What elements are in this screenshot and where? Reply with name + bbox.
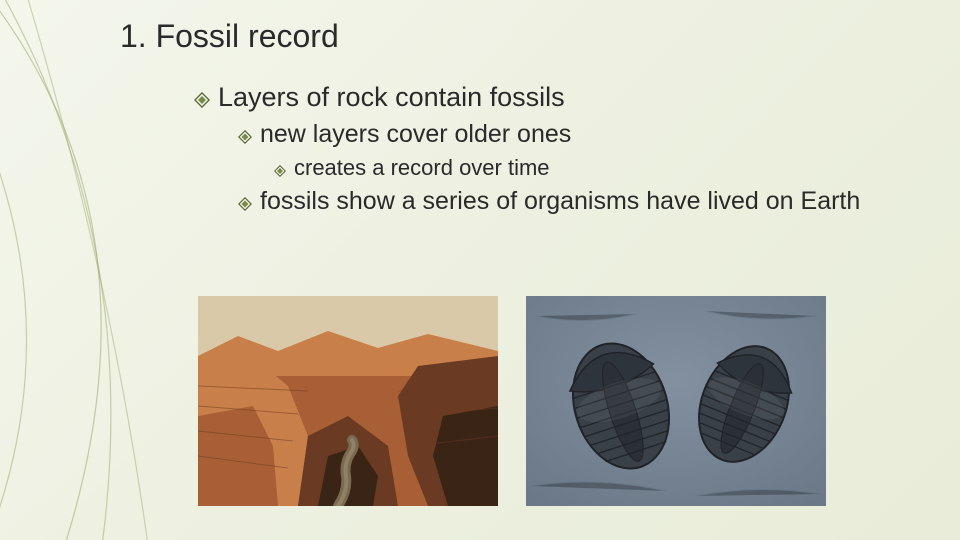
bullet-text: creates a record over time bbox=[294, 154, 940, 182]
diamond-bullet-icon bbox=[194, 92, 210, 108]
trilobite-image bbox=[526, 296, 826, 506]
bullet-text: new layers cover older ones bbox=[260, 119, 940, 150]
canyon-svg bbox=[198, 296, 498, 506]
diamond-bullet-icon bbox=[238, 130, 252, 144]
bullet-level1: Layers of rock contain fossils bbox=[194, 81, 940, 115]
canyon-image bbox=[198, 296, 498, 506]
trilobite-svg bbox=[526, 296, 826, 506]
image-row bbox=[198, 296, 826, 506]
slide-content: 1. Fossil record Layers of rock contain … bbox=[120, 18, 940, 221]
bullet-level2: new layers cover older ones bbox=[238, 119, 940, 150]
slide-title: 1. Fossil record bbox=[120, 18, 940, 55]
bullet-level3: creates a record over time bbox=[274, 154, 940, 182]
bullet-text: Layers of rock contain fossils bbox=[218, 81, 940, 115]
diamond-bullet-icon bbox=[274, 165, 286, 177]
bullet-text: fossils show a series of organisms have … bbox=[260, 186, 940, 217]
diamond-bullet-icon bbox=[238, 197, 252, 211]
bullet-level2: fossils show a series of organisms have … bbox=[238, 186, 940, 217]
